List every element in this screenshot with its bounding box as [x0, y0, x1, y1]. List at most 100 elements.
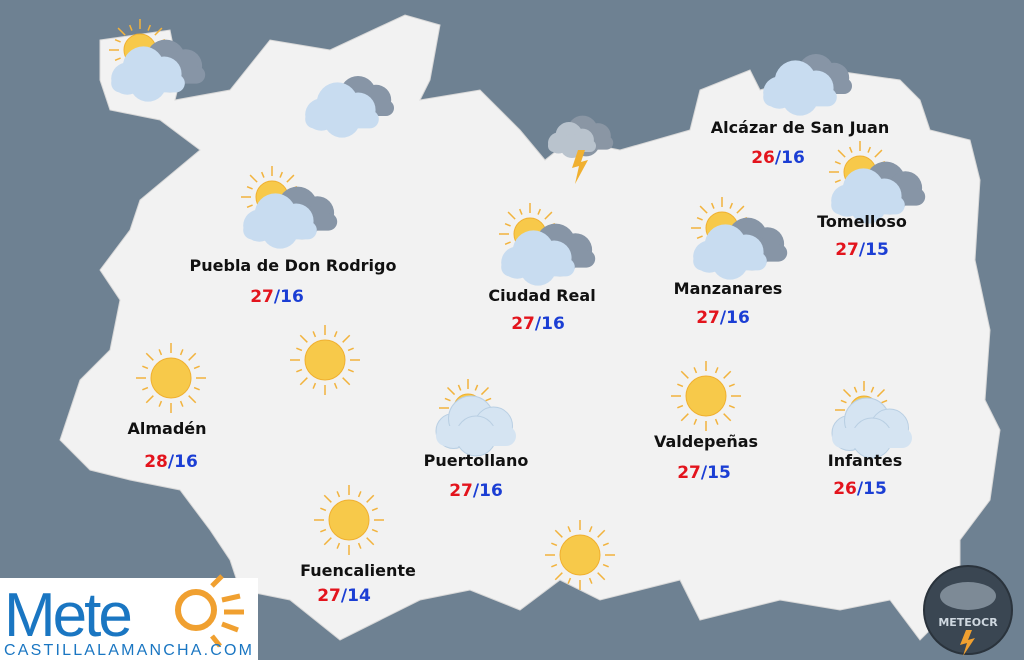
sun-ray: [588, 577, 593, 584]
sun-ray: [249, 174, 258, 183]
sun-ray: [597, 572, 606, 581]
sun-ray: [371, 528, 378, 533]
temp-separator: /: [473, 481, 480, 501]
cloud-base: [763, 88, 837, 107]
badge-cloud: [940, 582, 996, 610]
sun-ray: [842, 388, 852, 398]
sun-ray: [336, 491, 341, 498]
sun-ray: [518, 208, 523, 215]
sun-ray: [834, 160, 841, 165]
temp-separator: /: [775, 148, 782, 168]
sun-ray: [296, 347, 303, 352]
sun-ray: [342, 377, 351, 386]
sun-ray: [597, 529, 606, 538]
sun-ray: [128, 24, 133, 31]
sun-ray: [504, 222, 511, 227]
sun-ray: [145, 352, 154, 361]
sun-ray: [145, 395, 154, 404]
cloud-icon: [501, 230, 575, 286]
sun-disc: [559, 534, 601, 576]
cloud-icon: [831, 397, 912, 459]
lightning: [572, 150, 588, 184]
city-name: Fuencaliente: [300, 561, 416, 580]
cloud-base: [831, 196, 905, 215]
sun-ray: [677, 404, 684, 409]
temperature: 28/16: [144, 452, 198, 472]
temperature: 26/16: [751, 148, 805, 168]
sun-ray: [507, 211, 516, 220]
sun-ray: [551, 563, 558, 568]
sun-ray: [736, 205, 745, 214]
sun-disc: [685, 375, 727, 417]
sun-ray: [347, 347, 354, 352]
sun-ray: [286, 174, 295, 183]
sun-ray: [366, 494, 375, 503]
sun-ray: [158, 400, 163, 407]
temperature: 27/16: [449, 481, 503, 501]
sun-ray: [696, 235, 703, 240]
temp-max: 26: [751, 148, 775, 168]
sun-ray: [551, 542, 558, 547]
badge-text: METEOCR: [938, 616, 998, 629]
temperature: 27/16: [511, 314, 565, 334]
temp-min: 16: [174, 452, 198, 472]
sun-ray: [544, 211, 553, 220]
sun-ray: [246, 185, 253, 190]
temp-max: 27: [511, 314, 535, 334]
sun-ray: [279, 171, 284, 178]
temperature: 27/15: [835, 240, 889, 260]
city-name: Tomelloso: [817, 212, 907, 231]
sun-ray: [147, 24, 152, 31]
sun-ray: [714, 418, 719, 425]
sun-ray: [567, 526, 572, 533]
sun-ray: [699, 205, 708, 214]
sun-ray: [485, 397, 492, 402]
sun-ray: [554, 529, 563, 538]
sun-ray: [342, 334, 351, 343]
sun-ray: [179, 400, 184, 407]
logo-box: [0, 578, 258, 660]
logo-site: CASTILLALAMANCHA.COM: [4, 642, 252, 659]
sun-ray: [693, 367, 698, 374]
temp-max: 27: [317, 586, 341, 606]
sun-ray: [179, 349, 184, 356]
temp-separator: /: [857, 479, 864, 499]
temperature: 27/16: [250, 287, 304, 307]
city-name: Almadén: [127, 419, 206, 438]
temp-min: 16: [280, 287, 304, 307]
city-name: Valdepeñas: [654, 432, 758, 451]
sun-ray: [323, 537, 332, 546]
sun-ray: [588, 526, 593, 533]
sun-ray: [677, 383, 684, 388]
sun-icon: [314, 485, 384, 555]
temp-separator: /: [274, 287, 281, 307]
temp-min: 14: [347, 586, 371, 606]
sun-ray: [142, 386, 149, 391]
sun-ray: [246, 204, 253, 209]
temperature: 27/14: [317, 586, 371, 606]
sun-ray: [723, 413, 732, 422]
cloud-base: [548, 140, 596, 152]
sun-ray: [837, 149, 846, 158]
sun-ray: [154, 27, 163, 36]
temperature: 27/15: [677, 463, 731, 483]
sun-ray: [474, 384, 479, 391]
sun-ray: [357, 542, 362, 549]
sun-ray: [336, 542, 341, 549]
sun-ray: [117, 27, 126, 36]
temperature: 26/15: [833, 479, 887, 499]
temp-max: 27: [677, 463, 701, 483]
sun-ray: [446, 386, 456, 396]
sun-ray: [710, 202, 715, 209]
temp-max: 27: [835, 240, 859, 260]
cloud-base: [111, 74, 185, 93]
temp-min: 15: [865, 240, 889, 260]
cloud-icon: [243, 193, 317, 249]
sun-ray: [554, 572, 563, 581]
logo-sun: [175, 589, 217, 631]
city-name: Puebla de Don Rodrigo: [190, 256, 397, 275]
city-name: Manzanares: [674, 279, 783, 298]
sun-ray: [834, 179, 841, 184]
cloud-base: [501, 258, 575, 277]
sun-ray: [333, 382, 338, 389]
